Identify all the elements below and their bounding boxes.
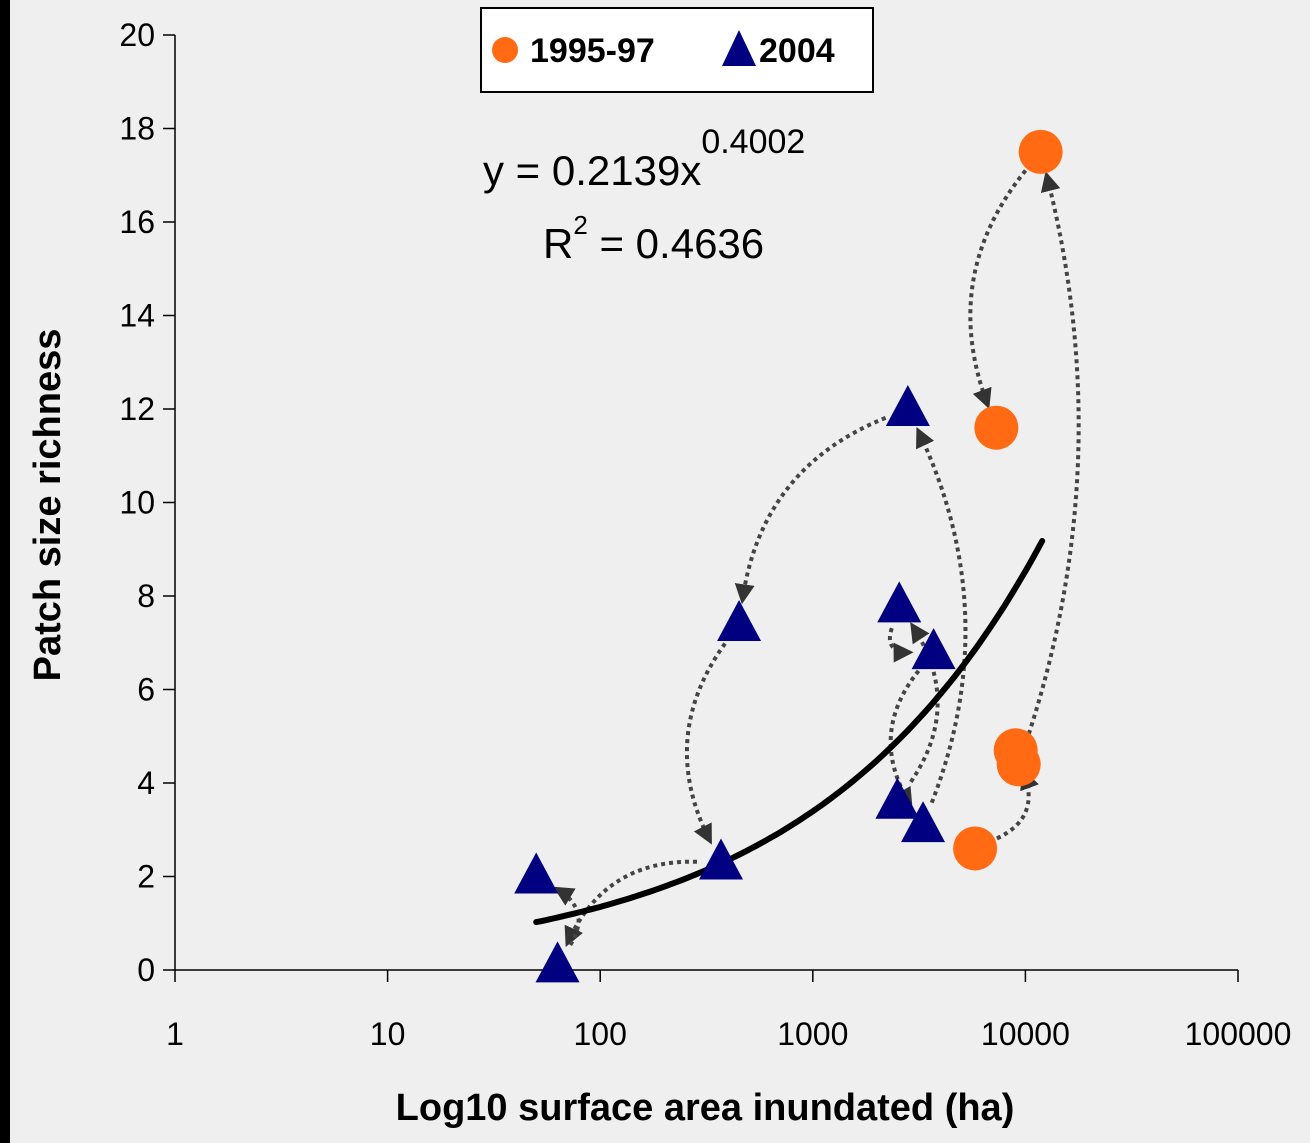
point-2004	[535, 941, 580, 983]
trendline-layer	[533, 538, 1046, 926]
transition-arrow	[909, 622, 940, 783]
point-1995-97	[996, 742, 1041, 787]
x-tick-label: 1	[166, 1016, 184, 1052]
x-axis-title: Log10 surface area inundated (ha)	[396, 1087, 1015, 1129]
arrows-layer	[553, 169, 1081, 948]
chart-background	[10, 0, 1310, 1143]
transition-arrow	[888, 669, 921, 809]
y-tick-label: 2	[137, 859, 155, 895]
y-tick-label: 10	[119, 485, 155, 521]
point-2004	[698, 838, 743, 880]
x-tick-label: 1000	[777, 1016, 848, 1052]
legend-label-2004: 2004	[759, 32, 835, 70]
transition-arrow	[1024, 171, 1081, 743]
point-2004	[875, 777, 920, 819]
point-1995-97	[953, 826, 998, 871]
trend-equation-exponent: 0.4002	[701, 123, 805, 161]
y-tick-label: 8	[137, 578, 155, 614]
point-2004	[514, 852, 559, 894]
y-tick-label: 4	[137, 765, 155, 801]
transition-arrow	[916, 427, 968, 804]
transition-arrow	[685, 642, 727, 845]
axes: 0 2 4 6 8 10 12 14 16 18 20 1 10 100 1000 10000 100000	[119, 17, 1291, 1052]
trend-equation: y = 0.2139x0.4002	[483, 123, 805, 194]
r-squared: R2 = 0.4636	[543, 210, 764, 267]
transition-arrow	[564, 859, 698, 948]
y-axis-title: Patch size richness	[27, 329, 69, 682]
x-tick-label: 100000	[1185, 1016, 1292, 1052]
power-trendline	[533, 538, 1046, 926]
transition-arrow	[996, 769, 1039, 841]
y-tick-label: 6	[137, 672, 155, 708]
point-1995-97	[974, 405, 1019, 450]
r-squared-exponent: 2	[573, 210, 587, 240]
point-2004	[911, 628, 956, 670]
legend-marker-circle	[492, 37, 518, 63]
transition-arrow	[968, 169, 1028, 409]
point-2004	[717, 600, 762, 642]
y-tick-label: 18	[119, 111, 155, 147]
point-2004	[885, 385, 930, 426]
transition-arrow	[887, 627, 914, 663]
legend-box	[480, 7, 874, 93]
y-tick-label: 16	[119, 204, 155, 240]
y-tick-label: 14	[119, 298, 155, 334]
point-2004	[901, 801, 946, 843]
points-layer	[514, 129, 1063, 983]
legend: 1995-97 2004	[480, 7, 874, 93]
x-tick-label: 10	[370, 1016, 406, 1052]
trend-equation-main: y = 0.2139x	[483, 147, 701, 194]
point-1995-97	[1018, 129, 1063, 174]
legend-marker-triangle	[722, 30, 756, 66]
transition-arrow	[734, 416, 887, 605]
y-tick-label: 0	[137, 952, 155, 988]
point-2004	[877, 581, 922, 623]
legend-label-1995-97: 1995-97	[530, 32, 655, 70]
y-tick-label: 20	[119, 17, 155, 53]
x-tick-label: 10000	[981, 1016, 1070, 1052]
y-tick-label: 12	[119, 391, 155, 427]
x-tick-label: 100	[574, 1016, 627, 1052]
r-squared-prefix: R	[543, 220, 573, 267]
r-squared-value: = 0.4636	[588, 220, 764, 267]
